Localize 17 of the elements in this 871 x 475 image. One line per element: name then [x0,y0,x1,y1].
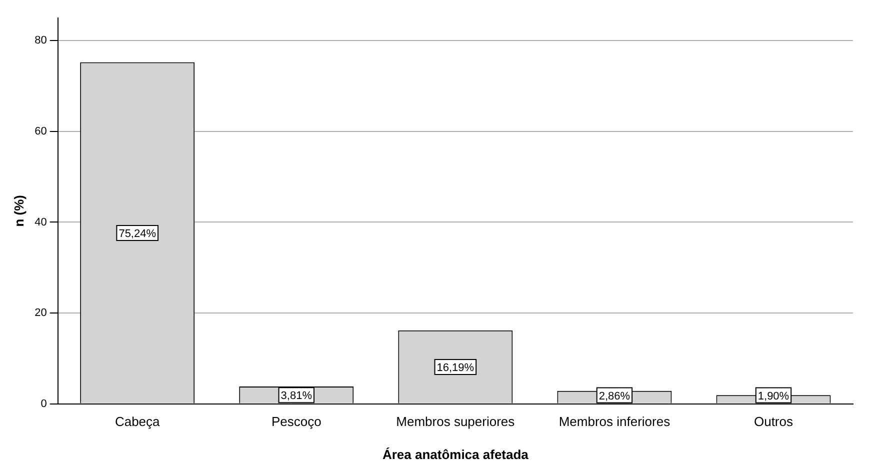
x-tick-label: Membros superiores [396,414,516,430]
data-label: 3,81% [280,390,312,402]
data-label: 16,19% [436,362,474,374]
y-tick-label: 60 [34,126,47,138]
y-axis-title: n (%) [11,195,26,227]
x-tick-label: Pescoço [271,414,322,430]
data-label: 1,90% [758,390,790,402]
x-axis-title: Área anatômica afetada [382,446,530,462]
x-tick-label: Outros [754,414,794,430]
x-tick-label: Cabeça [114,414,161,430]
x-tick-label: Membros inferiores [558,414,671,430]
y-tick-label: 80 [34,34,47,47]
data-label: 2,86% [598,390,630,402]
y-tick-label: 20 [34,307,47,320]
y-tick-label: 0 [40,398,47,410]
data-label: 75,24% [118,228,156,240]
y-tick-label: 40 [34,216,47,228]
